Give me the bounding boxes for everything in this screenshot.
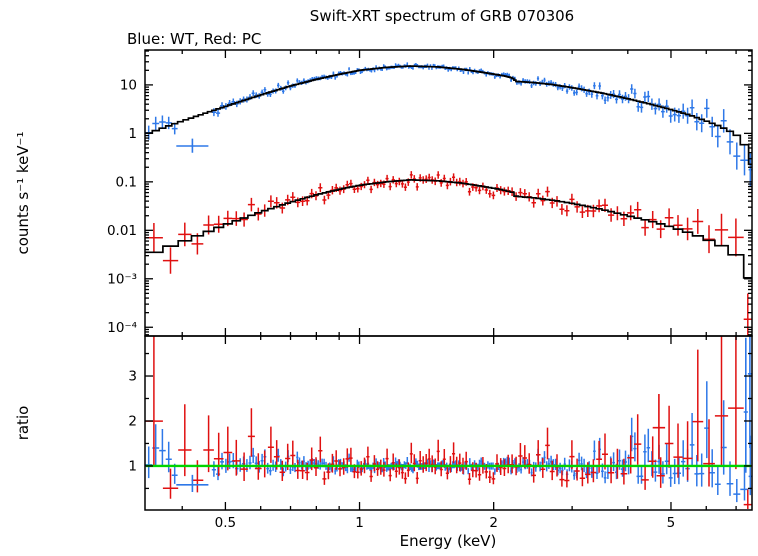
y-tick-label: 1 (128, 126, 137, 142)
ratio-tick-label: 1 (128, 458, 137, 474)
y-tick-label: 0.1 (116, 174, 137, 190)
x-tick-label: 1 (355, 515, 364, 531)
wt-extra-point (176, 138, 209, 153)
wt-spectrum-points (145, 62, 752, 187)
pc-ratio-points (145, 336, 752, 509)
y-tick-label: 10 (120, 77, 137, 93)
y-tick-label: 10⁻³ (107, 271, 137, 287)
ratio-tick-label: 2 (128, 413, 137, 429)
x-tick-label: 0.5 (215, 515, 236, 531)
x-tick-label: 2 (489, 515, 498, 531)
wt-extra-point (176, 474, 209, 492)
spectrum-frame (144, 49, 753, 337)
pc-extra-point (652, 394, 666, 460)
y-tick-label: 0.01 (107, 223, 137, 239)
wt-model-line (145, 65, 752, 166)
y-axis-label-ratio: ratio (14, 406, 32, 441)
ratio-tick-label: 3 (128, 369, 137, 385)
axes-frame: 0.5 1 2 5 10 1 0.1 0.01 10⁻³ 10⁻⁴ 1 2 3 (107, 49, 753, 531)
wt-extra-point (743, 337, 748, 473)
y-tick-label: 10⁻⁴ (107, 320, 137, 336)
data-layer (145, 62, 752, 509)
y-axis-label-counts: counts s⁻¹ keV⁻¹ (14, 132, 32, 255)
x-tick-label: 5 (667, 515, 676, 531)
chart-title: Swift-XRT spectrum of GRB 070306 (310, 7, 574, 25)
x-axis-label: Energy (keV) (400, 532, 497, 550)
legend-text: Blue: WT, Red: PC (127, 30, 261, 48)
ratio-frame (144, 335, 753, 511)
pc-model-line (145, 179, 752, 279)
pc-spectrum-points (145, 171, 752, 336)
